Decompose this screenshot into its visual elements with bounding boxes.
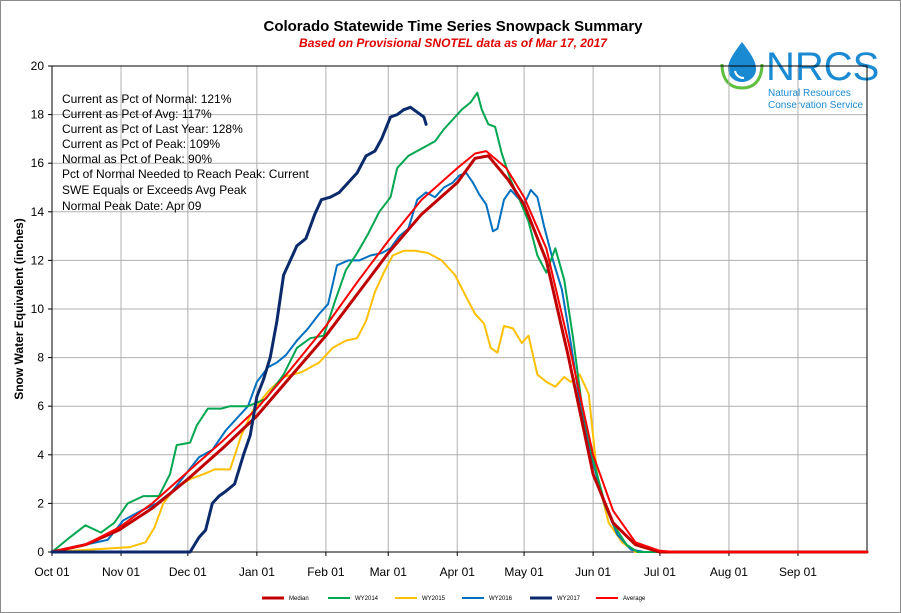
- legend-label: WY2017: [557, 596, 581, 602]
- y-tick-label: 18: [31, 108, 45, 122]
- y-tick-label: 6: [37, 399, 44, 413]
- legend-label: WY2014: [355, 596, 379, 602]
- x-tick-label: Feb 01: [307, 565, 345, 579]
- x-tick-label: Oct 01: [34, 565, 70, 579]
- logo-line1: Natural Resources: [768, 88, 851, 99]
- x-tick-label: Mar 01: [370, 565, 408, 579]
- y-tick-label: 12: [31, 253, 45, 267]
- logo-acronym: NRCS: [766, 45, 879, 89]
- series-line-wy2017: [50, 105, 428, 554]
- y-tick-label: 16: [31, 156, 45, 170]
- y-tick-label: 2: [37, 496, 44, 510]
- y-axis-label: Snow Water Equivalent (inches): [12, 218, 26, 400]
- series-line-average: [51, 150, 868, 553]
- stat-line: Current as Pct of Last Year: 128%: [62, 122, 243, 136]
- x-tick-label: Apr 01: [440, 565, 476, 579]
- x-tick-label: Sep 01: [779, 565, 817, 579]
- nrcs-logo: NRCS Natural Resources Conservation Serv…: [720, 42, 879, 111]
- x-tick-label: Jul 01: [644, 565, 676, 579]
- legend-label: Median: [289, 596, 309, 602]
- x-tick-label: Jun 01: [575, 565, 611, 579]
- x-tick-label: Dec 01: [169, 565, 207, 579]
- stat-line: SWE Equals or Exceeds Avg Peak: [62, 183, 248, 197]
- x-tick-label: Jan 01: [239, 565, 275, 579]
- y-axis-ticks: 0 2 4 6 8 10 12 14 16 18 20: [31, 59, 52, 559]
- y-tick-label: 0: [37, 545, 44, 559]
- y-tick-label: 8: [37, 351, 44, 365]
- series-lines: [50, 91, 869, 554]
- logo-line2: Conservation Service: [768, 100, 863, 111]
- stat-line: Current as Pct of Avg: 117%: [62, 107, 212, 121]
- x-tick-label: Aug 01: [710, 565, 748, 579]
- legend-label: Average: [623, 596, 646, 602]
- y-tick-label: 20: [31, 59, 45, 73]
- stat-line: Normal as Pct of Peak: 90%: [62, 152, 212, 166]
- stats-text-block: Current as Pct of Normal: 121%Current as…: [62, 92, 309, 213]
- series-line-wy2015: [51, 249, 868, 553]
- chart-title: Colorado Statewide Time Series Snowpack …: [263, 18, 643, 35]
- x-axis-ticks: Oct 01 Nov 01 Dec 01 Jan 01 Feb 01 Mar 01 Apr …: [34, 552, 817, 579]
- series-line-wy2016: [51, 171, 868, 553]
- x-tick-label: Nov 01: [102, 565, 140, 579]
- legend-label: WY2015: [422, 596, 446, 602]
- stat-line: Current as Pct of Peak: 109%: [62, 137, 220, 151]
- stat-line: Current as Pct of Normal: 121%: [62, 92, 232, 106]
- legend: Median WY2014 WY2015 WY2016 WY2017 Average: [262, 596, 646, 602]
- y-tick-label: 4: [37, 448, 44, 462]
- stat-line: Normal Peak Date: Apr 09: [62, 199, 202, 213]
- series-line-median: [50, 154, 869, 554]
- y-tick-label: 10: [31, 302, 45, 316]
- x-tick-label: May 01: [504, 565, 544, 579]
- legend-label: WY2016: [489, 596, 513, 602]
- chart-subtitle: Based on Provisional SNOTEL data as of M…: [299, 36, 608, 50]
- water-drop-icon: [720, 42, 764, 90]
- series-line-wy2014: [51, 91, 868, 553]
- y-tick-label: 14: [31, 205, 45, 219]
- stat-line: Pct of Normal Needed to Reach Peak: Curr…: [62, 167, 309, 181]
